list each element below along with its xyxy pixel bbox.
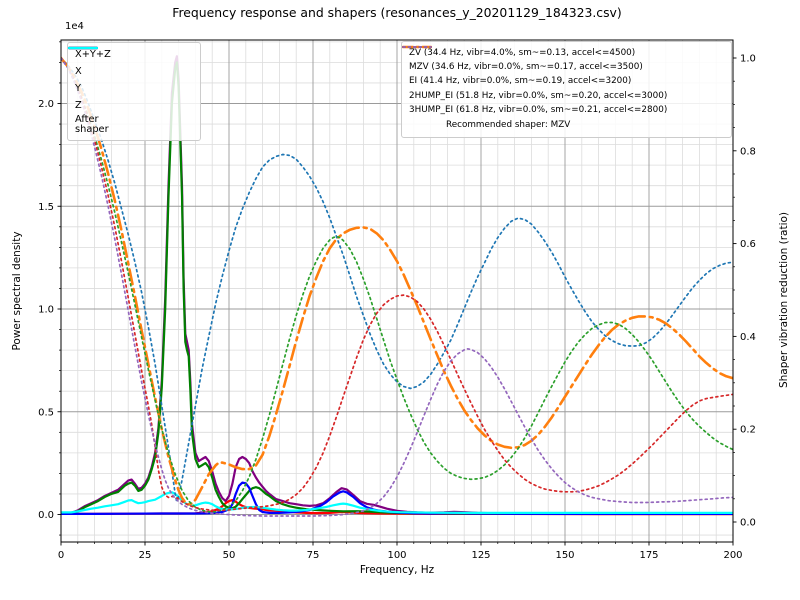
legend-entry: X bbox=[68, 46, 193, 81]
y-left-tick-label: 0.0 bbox=[38, 510, 54, 521]
x-tick-label: 25 bbox=[139, 550, 152, 561]
series-zv bbox=[61, 57, 733, 502]
series-lines bbox=[61, 55, 733, 517]
legend-entry-label: Z bbox=[75, 100, 82, 112]
y-right-tick-label: 0.8 bbox=[740, 146, 756, 157]
x-axis-label: Frequency, Hz bbox=[359, 564, 435, 576]
dotted-line-swatch bbox=[402, 46, 432, 48]
legend-entry-label: ZV (34.4 Hz, vibr=4.0%, sm~=0.13, accel<… bbox=[409, 47, 636, 58]
legend-entry-label: EI (41.4 Hz, vibr=0.0%, sm~=0.19, accel<… bbox=[409, 76, 632, 87]
y-left-tick-label: 1.5 bbox=[38, 202, 54, 213]
legend-entry: ZV (34.4 Hz, vibr=4.0%, sm~=0.13, accel<… bbox=[402, 46, 724, 60]
x-tick-label: 175 bbox=[639, 550, 658, 561]
y-right-tick-label: 0.2 bbox=[740, 425, 756, 436]
x-tick-label: 0 bbox=[58, 550, 64, 561]
y-right-tick-label: 0.4 bbox=[740, 332, 756, 343]
y-right-tick-label: 0.6 bbox=[740, 239, 756, 250]
legend-entry: Y bbox=[68, 46, 193, 98]
x-tick-label: 200 bbox=[723, 550, 742, 561]
legend-entry: EI (41.4 Hz, vibr=0.0%, sm~=0.19, accel<… bbox=[402, 46, 724, 89]
series-after-shaper bbox=[61, 491, 733, 514]
legend-entry: MZV (34.6 Hz, vibr=0.0%, sm~=0.17, accel… bbox=[402, 45, 724, 74]
y-axis-label-left: Power spectral density bbox=[11, 231, 23, 351]
y-left-tick-label: 2.0 bbox=[38, 99, 54, 110]
y-right-tick-label: 1.0 bbox=[740, 54, 756, 65]
series-ei bbox=[61, 57, 733, 513]
legend-entry: Z bbox=[68, 46, 193, 115]
legend-entry-label: 2HUMP_EI (51.8 Hz, vibr=0.0%, sm~=0.20, … bbox=[409, 90, 668, 101]
legend-entry: 3HUMP_EI (61.8 Hz, vibr=0.0%, sm~=0.21, … bbox=[402, 46, 724, 118]
legend-entry-label: MZV (34.6 Hz, vibr=0.0%, sm~=0.17, accel… bbox=[409, 61, 643, 72]
series-mzv bbox=[61, 56, 733, 506]
x-tick-label: 50 bbox=[223, 550, 236, 561]
y-left-tick-label: 1.0 bbox=[38, 305, 54, 316]
y-axis-label-right: Shaper vibration reduction (ratio) bbox=[778, 211, 790, 389]
x-tick-label: 125 bbox=[471, 550, 490, 561]
legend-entry-label: After shaper bbox=[75, 114, 109, 136]
series-2hump-ei bbox=[61, 57, 733, 512]
legend-entry-label: X+Y+Z bbox=[75, 49, 111, 61]
legend-footer: Recommended shaper: MZV bbox=[446, 119, 571, 130]
y-axis-multiplier: 1e4 bbox=[65, 21, 84, 32]
axes: 0 25 50 75 100 125 150 175 200 0.0 0.5 1.0 1.5 2.0 0.0… bbox=[38, 39, 756, 561]
y-left-tick-label: 0.5 bbox=[38, 407, 54, 418]
line-swatch bbox=[68, 46, 98, 50]
x-tick-label: 100 bbox=[387, 550, 406, 561]
legend-entry-label: X bbox=[75, 66, 82, 78]
legend-entry-label: Y bbox=[75, 83, 81, 95]
legend-entry-label: 3HUMP_EI (61.8 Hz, vibr=0.0%, sm~=0.21, … bbox=[409, 105, 668, 116]
x-tick-label: 150 bbox=[555, 550, 574, 561]
legend-psd: X+Y+Z X Y Z After shaper bbox=[67, 42, 201, 141]
chart-title: Frequency response and shapers (resonanc… bbox=[172, 5, 622, 20]
series-3hump-ei bbox=[61, 57, 733, 517]
legend-entry: After shaper bbox=[68, 46, 193, 136]
legend-shapers: ZV (34.4 Hz, vibr=4.0%, sm~=0.13, accel<… bbox=[401, 41, 732, 138]
y-right-tick-label: 0.0 bbox=[740, 518, 756, 529]
legend-entry: 2HUMP_EI (51.8 Hz, vibr=0.0%, sm~=0.20, … bbox=[402, 46, 724, 103]
x-tick-label: 75 bbox=[307, 550, 320, 561]
series-x-y-z bbox=[61, 55, 733, 515]
